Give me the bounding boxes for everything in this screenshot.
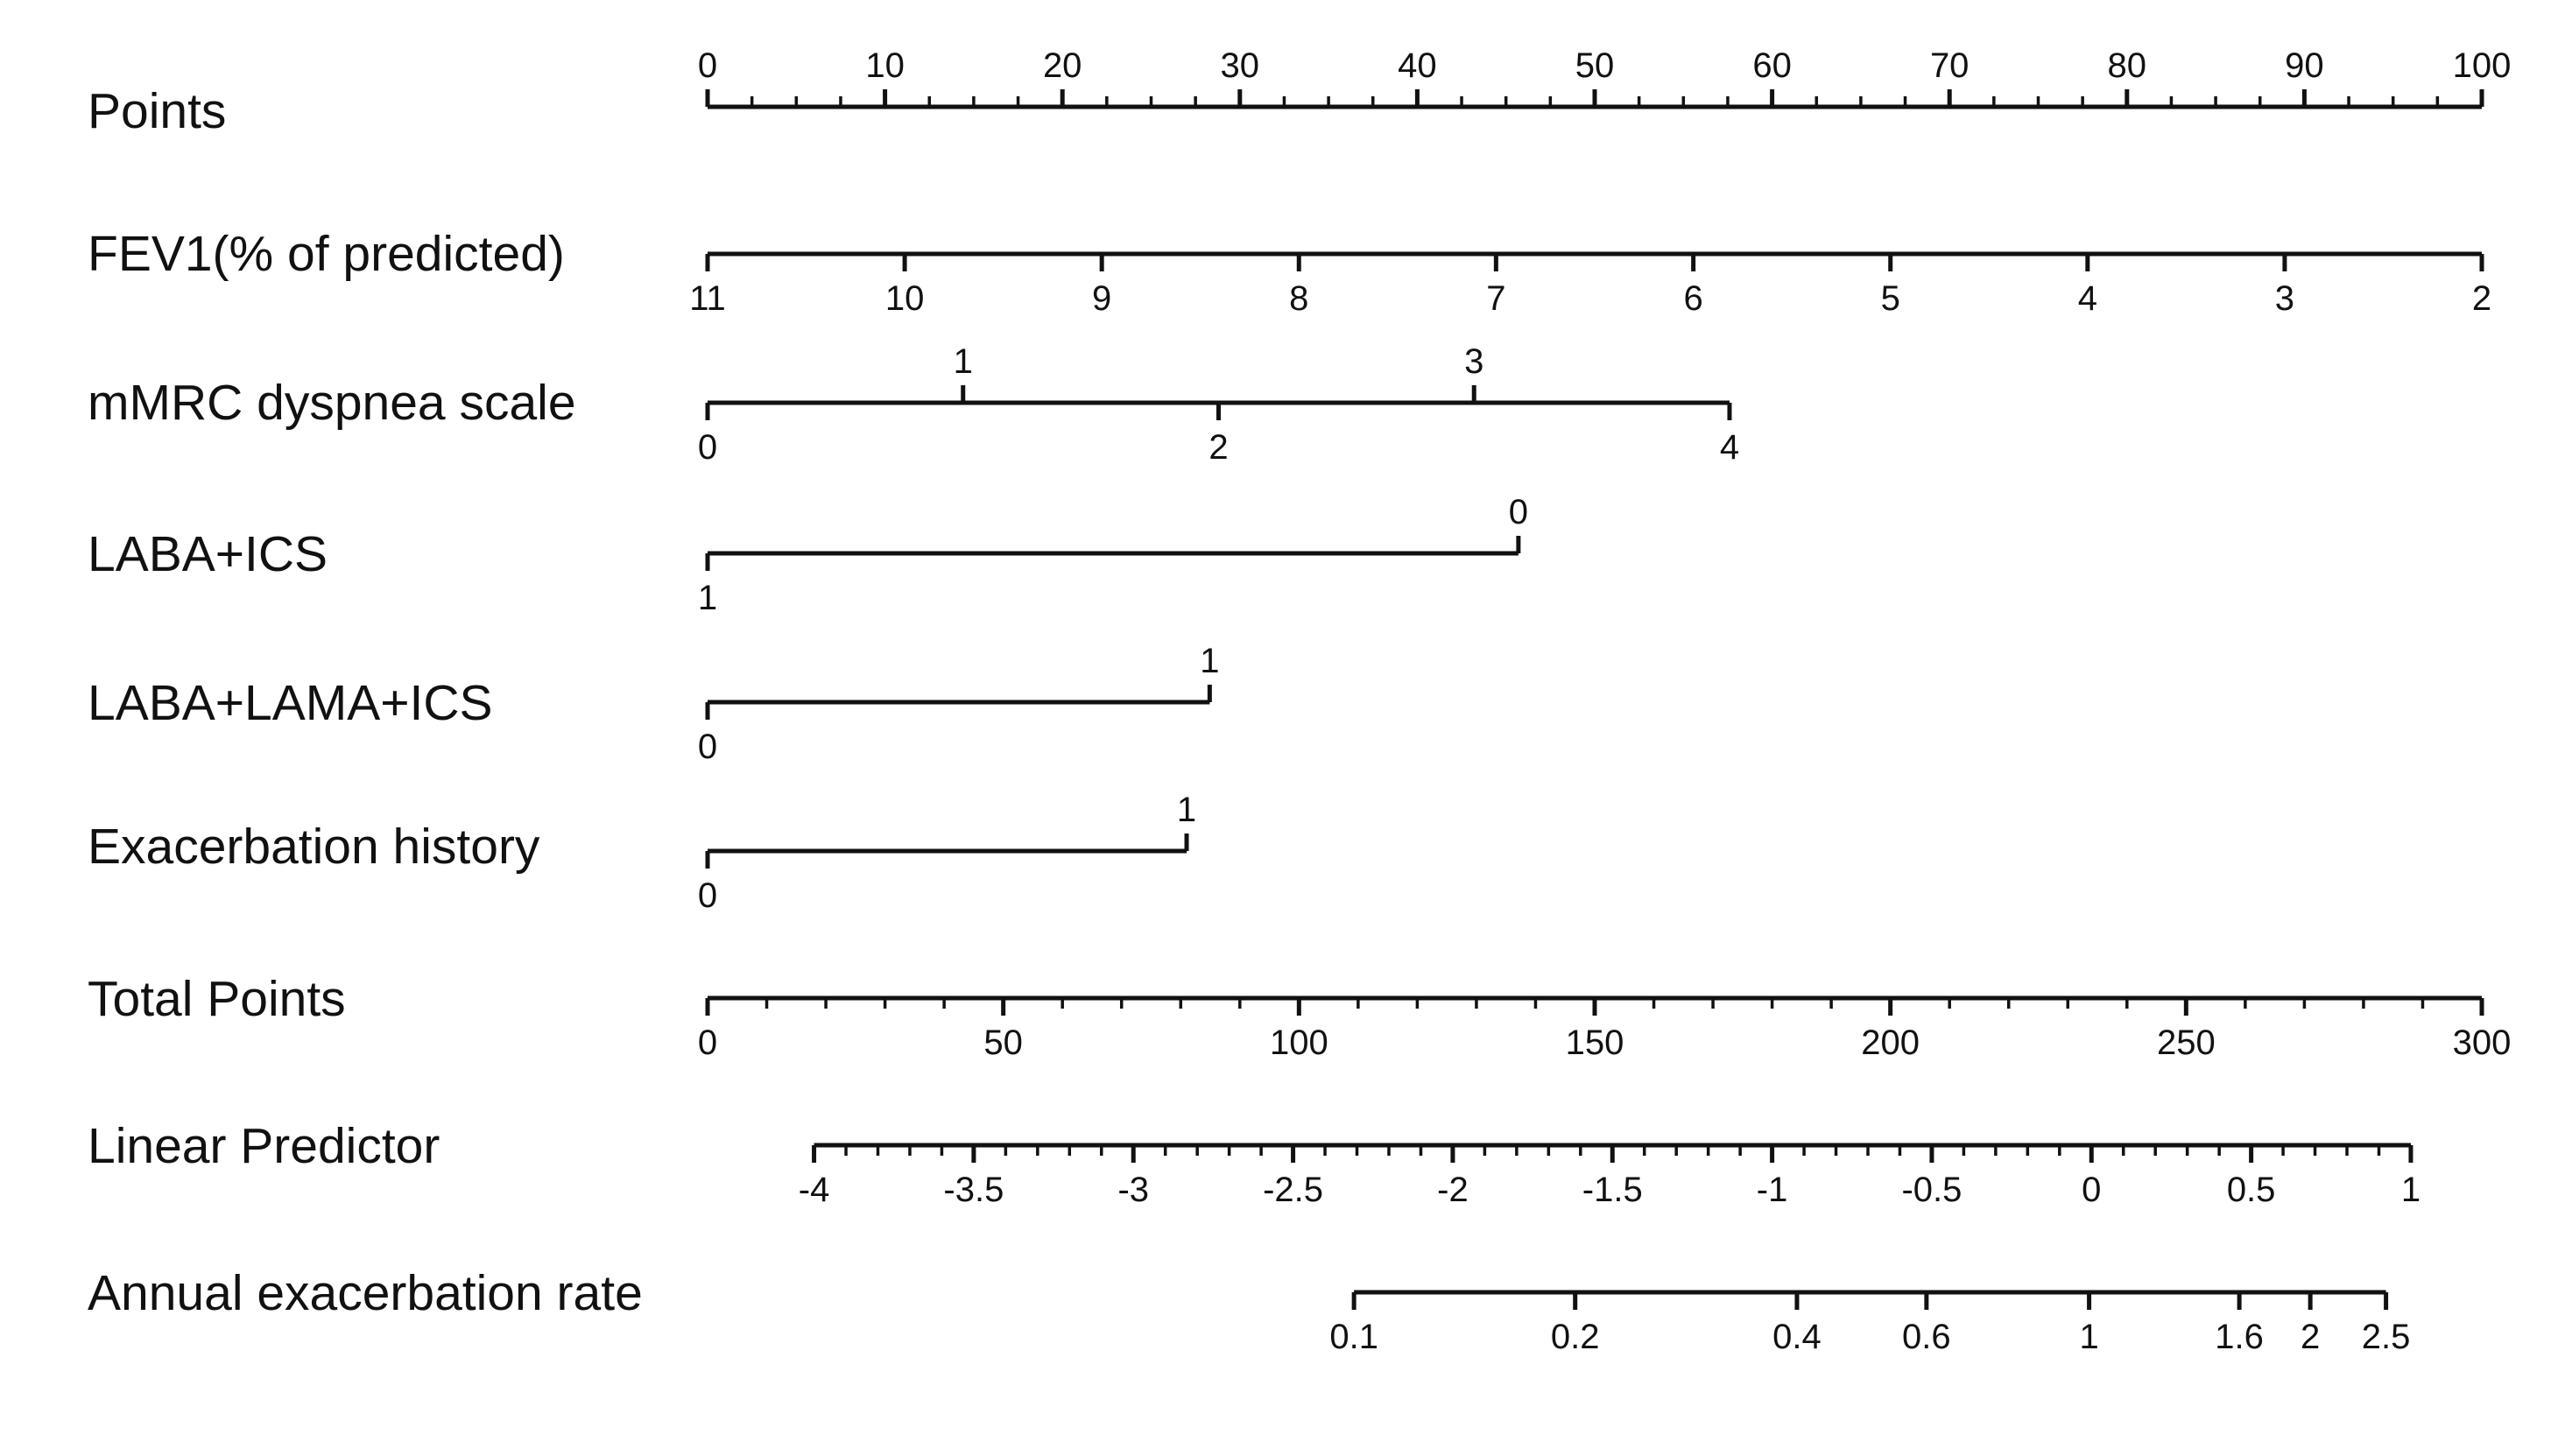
tick-label: 10 [865,46,905,85]
tick-label: 0 [698,46,717,85]
scale-laba-ics: LABA+ICS 1 0 [88,493,1528,617]
scale-label: LABA+ICS [88,526,328,582]
scale-total-points: Total Points 0 50 100 150 200 250 300 [88,971,2511,1062]
tick-label: 2 [2472,279,2491,318]
tick-label: 250 [2157,1023,2216,1062]
tick-label: 0 [698,1023,717,1062]
tick-label: 300 [2453,1023,2512,1062]
tick-label: 0 [698,876,717,915]
scale-laba-lama-ics: LABA+LAMA+ICS 0 1 [88,642,1219,766]
tick-label: 50 [983,1023,1023,1062]
tick-label: 2.5 [2362,1318,2411,1356]
tick-label: 30 [1221,46,1260,85]
tick-label: 3 [1464,342,1483,381]
scale-exacerbation-history: Exacerbation history 0 1 [88,791,1196,915]
tick-label: 0.6 [1902,1318,1951,1356]
tick-label: 90 [2285,46,2324,85]
tick-label: 20 [1043,46,1082,85]
tick-label: 100 [1270,1023,1328,1062]
scale-label: LABA+LAMA+ICS [88,675,493,731]
tick-label: 200 [1861,1023,1920,1062]
tick-label: 1 [954,342,973,381]
tick-label: 1 [1200,642,1219,680]
tick-label: 4 [2078,279,2097,318]
scale-annual-exacerbation-rate: Annual exacerbation rate 0.1 0.2 0.4 0.6 1 1.6… [88,1265,2410,1356]
tick-label: 1 [698,579,717,617]
tick-label: -2 [1437,1171,1469,1209]
tick-label: 1.6 [2215,1318,2264,1356]
tick-label: 80 [2108,46,2147,85]
tick-label: 50 [1575,46,1615,85]
scale-label: Exacerbation history [88,819,540,875]
tick-label: -2.5 [1263,1171,1323,1209]
tick-label: 0 [698,728,717,766]
tick-label: 5 [1881,279,1900,318]
tick-label: 1 [2401,1171,2420,1209]
tick-label: 7 [1486,279,1505,318]
tick-label: 100 [2453,46,2512,85]
scale-label: Linear Predictor [88,1118,440,1174]
tick-label: 40 [1398,46,1437,85]
tick-label: -0.5 [1901,1171,1962,1209]
tick-label: 0 [698,428,717,467]
scale-label: FEV1(% of predicted) [88,226,565,282]
tick-label: 11 [689,279,726,318]
tick-label: 10 [885,279,925,318]
scale-label: Annual exacerbation rate [88,1265,643,1321]
scale-points: Points 0 10 20 30 40 50 60 70 80 90 100 [88,46,2511,139]
tick-label: -1 [1757,1171,1788,1209]
tick-label: 9 [1092,279,1111,318]
tick-label: 0.4 [1772,1318,1822,1356]
tick-label: 70 [1930,46,1970,85]
tick-label: 1 [2079,1318,2098,1356]
tick-label: 6 [1684,279,1703,318]
tick-label: 8 [1289,279,1308,318]
tick-label: 4 [1720,428,1739,467]
tick-label: -1.5 [1582,1171,1643,1209]
tick-label: -3.5 [943,1171,1004,1209]
tick-label: 0 [1509,493,1528,531]
tick-label: 0.1 [1329,1318,1378,1356]
scale-label: mMRC dyspnea scale [88,375,576,431]
tick-label: 0.2 [1551,1318,1600,1356]
tick-label: 2 [1208,428,1228,467]
tick-label: 150 [1566,1023,1624,1062]
scale-linear-predictor: Linear Predictor -4 -3.5 -3 -2.5 -2 -1.5 -1 -0.5… [88,1118,2420,1209]
scale-label: Total Points [88,971,346,1027]
scale-label: Points [88,83,226,139]
tick-label: 0 [2082,1171,2101,1209]
tick-label: 1 [1177,791,1196,829]
tick-label: 0.5 [2227,1171,2276,1209]
tick-label: 60 [1752,46,1792,85]
scale-fev1-of-predicted: FEV1(% of predicted) 11 10 9 8 7 6 5 4 3 2 [88,226,2491,318]
tick-label: -3 [1117,1171,1149,1209]
scale-mmrc-dyspnea-scale: mMRC dyspnea scale 0 1 2 3 4 [88,342,1739,467]
tick-label: 3 [2275,279,2294,318]
tick-label: -4 [799,1171,830,1209]
tick-label: 2 [2301,1318,2320,1356]
